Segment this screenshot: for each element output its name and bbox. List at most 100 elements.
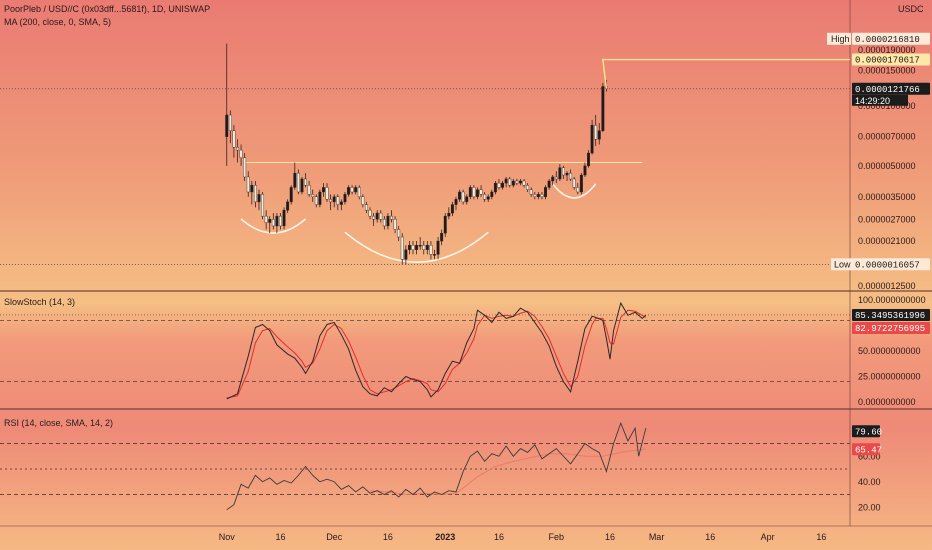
stoch-k-line — [226, 301, 647, 400]
high-tag-text: 0.0000216810 — [855, 35, 920, 45]
candle-body — [579, 174, 583, 193]
x-tick-2: Dec — [326, 532, 343, 542]
candle-body — [450, 204, 454, 214]
stoch-k-tag-bg — [852, 308, 930, 321]
candle-body — [458, 191, 462, 200]
candle-body — [493, 182, 497, 193]
candle-body — [407, 245, 411, 250]
high-tag: 0.0000216810 — [852, 32, 930, 45]
price-tick-8: 0.0000021000 — [858, 236, 916, 246]
candle-body — [357, 187, 361, 197]
candle-body — [264, 215, 268, 223]
low-label-text: Low — [834, 259, 851, 269]
stoch-d-tag: 82.9722756995 — [852, 321, 930, 334]
candle-body — [228, 114, 232, 131]
rsi-ma-tag: 65.47 — [852, 443, 882, 456]
candle-body — [479, 189, 483, 195]
price-tick-0: 0.0000190000 — [858, 45, 916, 55]
rsi-line — [226, 421, 647, 511]
candle-body — [243, 157, 247, 178]
candle-body — [239, 149, 243, 158]
candle-body — [508, 178, 512, 186]
candle-body — [572, 178, 576, 188]
candle-body — [364, 204, 368, 211]
rsi-tag-text: 79.60 — [855, 427, 882, 437]
candle-body — [347, 187, 350, 195]
stoch-d-tag-bg — [852, 321, 930, 334]
candle-body — [354, 187, 358, 193]
stoch-tick-0: 100.0000000000 — [858, 295, 926, 305]
candle-body — [461, 191, 465, 203]
candle-body — [583, 165, 587, 176]
candle-body — [425, 245, 429, 250]
price-tick-4: 0.0000070000 — [858, 132, 916, 142]
candle-body — [511, 180, 515, 186]
high-tag-bg — [852, 32, 930, 45]
candle-body — [547, 180, 551, 188]
candle-body — [325, 187, 329, 200]
symbol-title[interactable]: PoorPleb / USD//C (0x03dff...5681f), 1D,… — [4, 4, 211, 14]
candle-body — [311, 194, 315, 197]
candle-body — [558, 167, 562, 180]
rsi-ma-tag-text: 65.47 — [855, 445, 882, 455]
candle-body — [322, 187, 325, 193]
candle-body — [250, 185, 254, 193]
candle-body — [497, 182, 501, 188]
candle-body — [271, 219, 275, 227]
price-tick-7: 0.0000027000 — [858, 214, 916, 224]
candle-body — [415, 245, 419, 250]
candle-body — [225, 114, 229, 137]
stoch-d-line — [226, 309, 647, 399]
candle-body — [304, 178, 308, 186]
candle-body — [300, 178, 304, 193]
ma-line — [602, 58, 850, 89]
candle-body — [336, 196, 340, 205]
rsi-legend[interactable]: RSI (14, close, SMA, 14, 2) — [4, 418, 114, 428]
candle-body — [350, 187, 354, 193]
candle-body — [554, 176, 558, 180]
candle-body — [232, 130, 236, 148]
x-tick-7: 16 — [605, 532, 615, 542]
rsi-tick-0: 60.00 — [858, 451, 881, 461]
x-tick-5: 16 — [494, 532, 504, 542]
candle-body — [536, 194, 540, 197]
candle-body — [551, 176, 555, 182]
candle-body — [411, 245, 415, 250]
high-label-text: High — [831, 34, 850, 44]
candle-body — [565, 172, 569, 176]
high-label: High — [827, 32, 851, 45]
candle-body — [253, 185, 257, 203]
candle-body — [307, 185, 311, 195]
candle-body — [372, 215, 376, 220]
candle-body — [486, 196, 490, 200]
last-price-tag-text: 0.0000121766 — [855, 85, 920, 95]
candle-body — [400, 236, 404, 260]
candle-body — [443, 215, 447, 234]
candle-body — [522, 180, 526, 186]
candle-body — [293, 172, 297, 188]
candle-body — [529, 189, 533, 195]
stoch-k-tag: 85.3495361996 — [852, 308, 930, 321]
ma-legend[interactable]: MA (200, close, 0, SMA, 5) — [4, 17, 112, 27]
candle-body — [390, 215, 393, 220]
rsi-ma-line — [369, 448, 646, 496]
candle-body — [576, 187, 580, 193]
candle-body — [257, 194, 261, 203]
rsi-tag: 79.60 — [852, 425, 882, 438]
candle-body — [433, 254, 436, 256]
candle-body — [404, 249, 408, 260]
candle-body — [422, 245, 426, 250]
stoch-legend[interactable]: SlowStoch (14, 3) — [4, 297, 76, 307]
x-tick-10: Apr — [761, 532, 775, 542]
rsi-ma-tag-bg — [852, 443, 880, 456]
candle-body — [501, 182, 505, 188]
candle-body — [483, 194, 487, 200]
low-tag-text: 0.0000016057 — [855, 260, 920, 270]
candle-body — [590, 124, 594, 154]
candle-body — [569, 172, 573, 180]
last-price-tag: 0.0000121766 — [852, 82, 930, 95]
candle-body — [561, 167, 565, 176]
candle-body — [587, 152, 590, 167]
low-label-bg — [831, 258, 853, 271]
